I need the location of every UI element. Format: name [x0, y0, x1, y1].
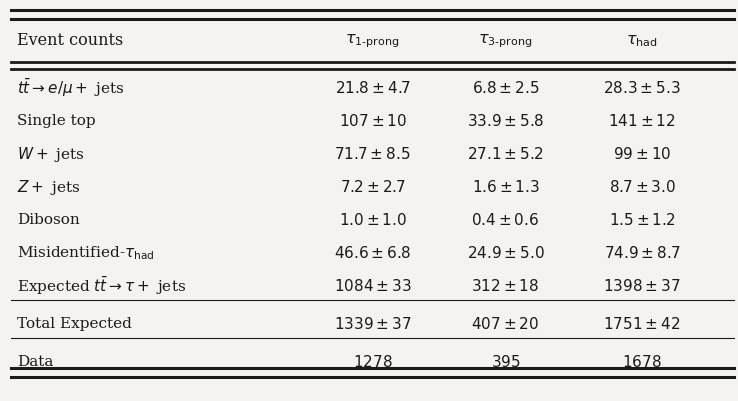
- Text: $33.9 \pm 5.8$: $33.9 \pm 5.8$: [467, 113, 544, 129]
- Text: $6.8 \pm 2.5$: $6.8 \pm 2.5$: [472, 80, 539, 96]
- Text: $1751 \pm 42$: $1751 \pm 42$: [604, 316, 680, 332]
- Text: $t\bar{t} \rightarrow e/\mu +$ jets: $t\bar{t} \rightarrow e/\mu +$ jets: [17, 77, 124, 99]
- Text: $27.1 \pm 5.2$: $27.1 \pm 5.2$: [467, 146, 544, 162]
- Text: $1678$: $1678$: [622, 354, 662, 370]
- Text: $407 \pm 20$: $407 \pm 20$: [472, 316, 539, 332]
- Text: $0.4 \pm 0.6$: $0.4 \pm 0.6$: [472, 212, 539, 228]
- Text: $\tau_{\mathrm{had}}$: $\tau_{\mathrm{had}}$: [627, 32, 658, 49]
- Text: $Z +$ jets: $Z +$ jets: [17, 178, 80, 196]
- Text: Single top: Single top: [17, 114, 96, 128]
- Text: $46.6 \pm 6.8$: $46.6 \pm 6.8$: [334, 245, 411, 261]
- Text: $312 \pm 18$: $312 \pm 18$: [472, 278, 539, 294]
- Text: $107 \pm 10$: $107 \pm 10$: [339, 113, 407, 129]
- Text: $1278$: $1278$: [353, 354, 393, 370]
- Text: $1.0 \pm 1.0$: $1.0 \pm 1.0$: [339, 212, 407, 228]
- Text: $1084 \pm 33$: $1084 \pm 33$: [334, 278, 412, 294]
- Text: $8.7 \pm 3.0$: $8.7 \pm 3.0$: [609, 179, 675, 195]
- Text: $\tau_{3\text{-prong}}$: $\tau_{3\text{-prong}}$: [478, 32, 533, 50]
- Text: $1.5 \pm 1.2$: $1.5 \pm 1.2$: [609, 212, 675, 228]
- Text: Data: Data: [17, 355, 53, 369]
- Text: Expected $t\bar{t} \rightarrow \tau +$ jets: Expected $t\bar{t} \rightarrow \tau +$ j…: [17, 275, 186, 298]
- Text: $74.9 \pm 8.7$: $74.9 \pm 8.7$: [604, 245, 680, 261]
- Text: $71.7 \pm 8.5$: $71.7 \pm 8.5$: [334, 146, 411, 162]
- Text: Total Expected: Total Expected: [17, 317, 132, 331]
- Text: $W +$ jets: $W +$ jets: [17, 145, 85, 164]
- Text: Misidentified-$\tau_{\mathrm{had}}$: Misidentified-$\tau_{\mathrm{had}}$: [17, 245, 154, 262]
- Text: $21.8 \pm 4.7$: $21.8 \pm 4.7$: [334, 80, 411, 96]
- Text: $141 \pm 12$: $141 \pm 12$: [608, 113, 676, 129]
- Text: $1339 \pm 37$: $1339 \pm 37$: [334, 316, 412, 332]
- Text: $24.9 \pm 5.0$: $24.9 \pm 5.0$: [466, 245, 545, 261]
- Text: $\tau_{1\text{-prong}}$: $\tau_{1\text{-prong}}$: [345, 32, 400, 50]
- Text: Event counts: Event counts: [17, 32, 123, 49]
- Text: $395$: $395$: [491, 354, 520, 370]
- Text: $1398 \pm 37$: $1398 \pm 37$: [603, 278, 681, 294]
- Text: $99 \pm 10$: $99 \pm 10$: [613, 146, 672, 162]
- Text: $7.2 \pm 2.7$: $7.2 \pm 2.7$: [339, 179, 406, 195]
- Text: $28.3 \pm 5.3$: $28.3 \pm 5.3$: [603, 80, 681, 96]
- Text: Diboson: Diboson: [17, 213, 80, 227]
- Text: $1.6 \pm 1.3$: $1.6 \pm 1.3$: [472, 179, 539, 195]
